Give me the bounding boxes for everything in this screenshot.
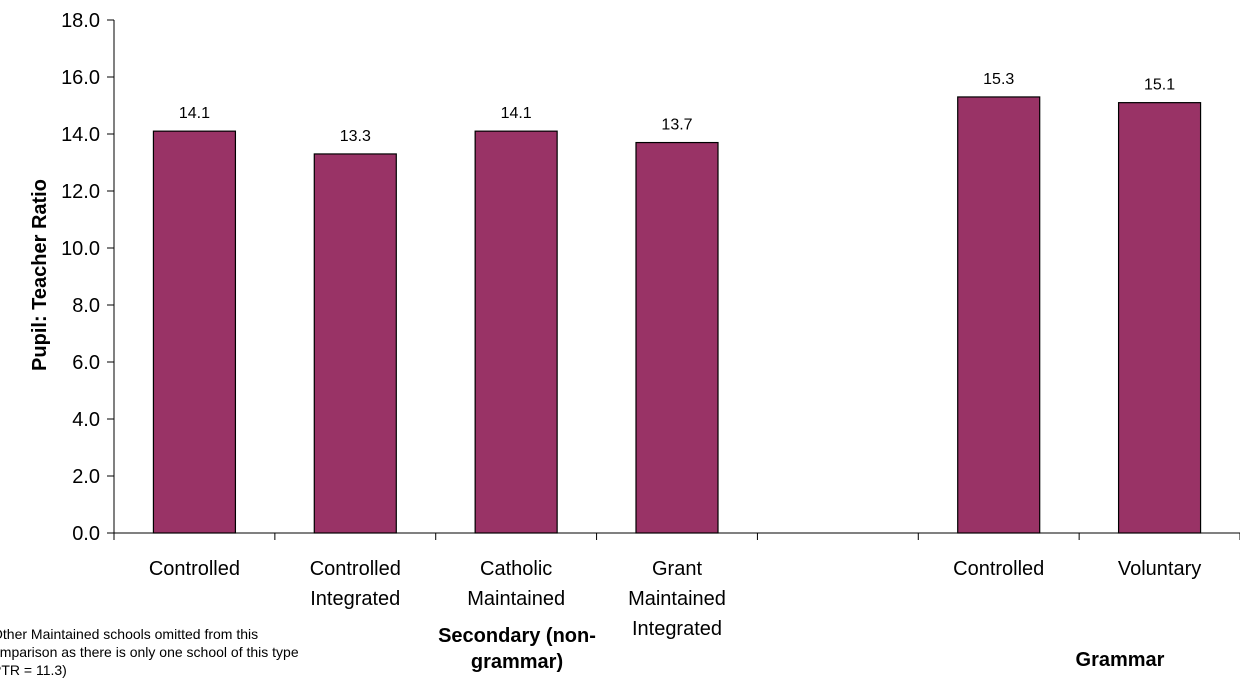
- bar-data-label: 14.1: [179, 105, 210, 122]
- bar: [957, 96, 1041, 534]
- bar: [1117, 102, 1202, 534]
- group-labels: Secondary (non-grammar) Grammar: [438, 625, 1165, 673]
- x-category-label: Integrated: [310, 588, 400, 610]
- bar: [474, 130, 558, 534]
- bar-data-label: 14.1: [501, 105, 532, 122]
- footnote-line: PTR = 11.3): [0, 662, 67, 678]
- x-group-label: Secondary (non-: [438, 625, 596, 647]
- footnote-line: omparison as there is only one school of…: [0, 644, 299, 660]
- x-category-label: Catholic: [480, 558, 552, 580]
- footnote: Other Maintained schools omitted from th…: [0, 625, 412, 679]
- x-group-label: Grammar: [1076, 649, 1165, 671]
- bar-data-label: 13.3: [340, 128, 371, 145]
- x-category-label: Controlled: [310, 558, 401, 580]
- y-axis-title-text: Pupil: Teacher Ratio: [29, 179, 51, 371]
- y-tick-label: 0.0: [72, 523, 100, 545]
- x-category-label: Voluntary: [1118, 558, 1201, 580]
- y-tick-label: 2.0: [72, 466, 100, 488]
- x-category-label: Controlled: [149, 558, 240, 580]
- x-category-label: Controlled: [953, 558, 1044, 580]
- y-tick-label: 12.0: [61, 181, 100, 203]
- bar-data-label: 15.1: [1144, 77, 1175, 94]
- y-tick-label: 6.0: [72, 352, 100, 374]
- y-tick-label: 8.0: [72, 295, 100, 317]
- bar-data-label: 15.3: [983, 71, 1014, 88]
- bar-data-label: 13.7: [661, 117, 692, 134]
- x-category-label: Grant: [652, 558, 702, 580]
- bars: 14.1 13.3 14.1 13.7 15.3 15.1: [152, 71, 1202, 534]
- y-tick-label: 14.0: [61, 124, 100, 146]
- y-tick-label: 10.0: [61, 238, 100, 260]
- x-category-label: Maintained: [467, 588, 565, 610]
- bar: [313, 153, 397, 534]
- category-labels: Controlled Controlled Integrated Catholic Ma…: [149, 558, 1201, 640]
- bar: [152, 130, 237, 534]
- y-tick-label: 4.0: [72, 409, 100, 431]
- x-category-label: Integrated: [632, 618, 722, 640]
- y-axis-title: Pupil: Teacher Ratio: [29, 179, 51, 371]
- footnote-line: Other Maintained schools omitted from th…: [0, 626, 259, 642]
- y-axis: 0.0 2.0 4.0 6.0 8.0 10.0 12.0 14.0 16.0 18.0: [61, 10, 1240, 545]
- y-tick-label: 18.0: [61, 10, 100, 32]
- x-group-label: grammar): [471, 651, 563, 673]
- x-category-label: Maintained: [628, 588, 726, 610]
- y-tick-label: 16.0: [61, 67, 100, 89]
- bar: [635, 141, 719, 534]
